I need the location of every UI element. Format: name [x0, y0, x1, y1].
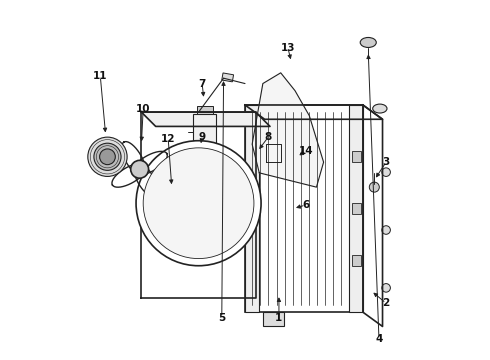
Bar — [348, 105, 363, 312]
Text: 13: 13 — [281, 43, 295, 53]
Text: 7: 7 — [198, 78, 206, 89]
Text: 3: 3 — [383, 157, 390, 167]
Polygon shape — [142, 112, 270, 126]
Circle shape — [143, 148, 254, 258]
Bar — [352, 255, 361, 266]
Text: 9: 9 — [198, 132, 206, 142]
Text: 1: 1 — [275, 312, 283, 323]
Ellipse shape — [373, 104, 387, 113]
Bar — [352, 203, 361, 214]
Text: 8: 8 — [265, 132, 272, 142]
Bar — [197, 106, 213, 114]
Text: 14: 14 — [298, 147, 313, 157]
Circle shape — [382, 168, 391, 176]
Text: 4: 4 — [375, 334, 383, 344]
Text: 12: 12 — [161, 134, 175, 144]
Ellipse shape — [360, 37, 376, 48]
Bar — [193, 114, 217, 173]
Text: 5: 5 — [218, 312, 225, 323]
Circle shape — [136, 141, 261, 266]
Polygon shape — [252, 73, 323, 187]
Bar — [263, 312, 284, 327]
Text: 6: 6 — [302, 200, 309, 210]
Bar — [245, 105, 259, 312]
Text: 11: 11 — [93, 71, 108, 81]
Bar — [245, 105, 363, 312]
Bar — [222, 73, 234, 82]
Text: 2: 2 — [383, 298, 390, 308]
Circle shape — [369, 182, 379, 192]
Circle shape — [94, 143, 121, 170]
Circle shape — [88, 137, 127, 176]
Circle shape — [382, 226, 391, 234]
Circle shape — [99, 149, 115, 165]
Circle shape — [131, 160, 148, 178]
Circle shape — [382, 284, 391, 292]
Text: 10: 10 — [136, 104, 150, 113]
Bar — [352, 152, 361, 162]
